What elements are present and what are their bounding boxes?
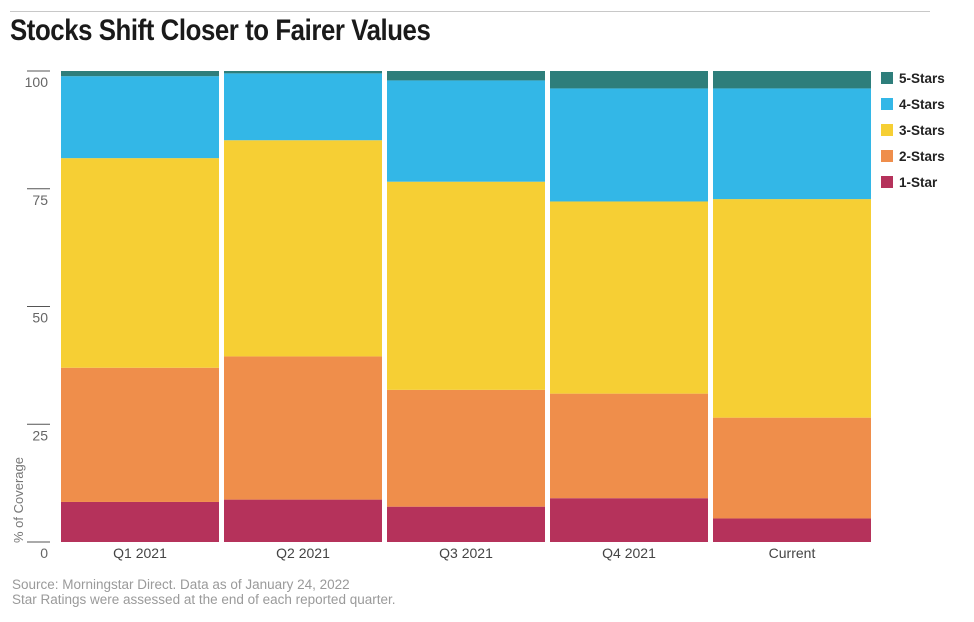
bar-segment-4-stars-q4-2021 — [550, 88, 708, 202]
legend-label-3-stars: 3-Stars — [899, 123, 945, 138]
bar-segment-4-stars-q3-2021 — [387, 80, 545, 182]
chart-title: Stocks Shift Closer to Fairer Values — [10, 14, 431, 47]
y-tick-label-75: 75 — [32, 192, 48, 208]
y-tick-label-50: 50 — [32, 310, 48, 326]
bar-segment-2-stars-q3-2021 — [387, 389, 545, 507]
bar-segment-1-star-q3-2021 — [387, 506, 545, 542]
legend-swatch-4-stars — [881, 98, 893, 110]
bar-segment-4-stars-q2-2021 — [224, 73, 382, 141]
legend: 5-Stars 4-Stars 3-Stars 2-Stars 1-Star — [881, 71, 945, 190]
bar-segment-5-stars-q1-2021 — [61, 71, 219, 77]
bar-segment-5-stars-q2-2021 — [224, 71, 382, 74]
x-axis: Q1 2021 Q2 2021 Q3 2021 Q4 2021 Current — [113, 545, 815, 561]
legend-swatch-5-stars — [881, 72, 893, 84]
bar-segment-2-stars-q1-2021 — [61, 367, 219, 502]
legend-label-5-stars: 5-Stars — [899, 71, 945, 86]
ratings-note: Star Ratings were assessed at the end of… — [12, 592, 396, 607]
x-tick-label-q1-2021: Q1 2021 — [113, 545, 167, 561]
bar-segment-5-stars-current — [713, 71, 871, 89]
source-line: Source: Morningstar Direct. Data as of J… — [12, 577, 350, 592]
bar-segment-3-stars-q3-2021 — [387, 181, 545, 390]
x-tick-label-current: Current — [769, 545, 816, 561]
source-note: Source: Morningstar Direct. Data as of J… — [12, 577, 395, 607]
bar-segment-3-stars-q1-2021 — [61, 158, 219, 368]
y-axis: 0 25 50 75 100 — [25, 70, 50, 561]
legend-swatch-2-stars — [881, 150, 893, 162]
bar-segment-4-stars-current — [713, 88, 871, 200]
bar-segment-3-stars-current — [713, 199, 871, 418]
bars — [61, 71, 871, 542]
legend-swatch-3-stars — [881, 124, 893, 136]
bar-segment-3-stars-q4-2021 — [550, 201, 708, 394]
y-axis-label: % of Coverage — [11, 457, 26, 543]
legend-label-2-stars: 2-Stars — [899, 149, 945, 164]
y-tick-label-0: 0 — [40, 545, 48, 561]
legend-label-4-stars: 4-Stars — [899, 97, 945, 112]
bar-segment-3-stars-q2-2021 — [224, 140, 382, 357]
legend-label-1-star: 1-Star — [899, 175, 938, 190]
bar-segment-5-stars-q3-2021 — [387, 71, 545, 81]
legend-swatch-1-star — [881, 176, 893, 188]
bar-segment-2-stars-q2-2021 — [224, 356, 382, 500]
x-tick-label-q4-2021: Q4 2021 — [602, 545, 656, 561]
bar-segment-4-stars-q1-2021 — [61, 76, 219, 159]
y-tick-label-100: 100 — [25, 74, 49, 90]
bar-segment-1-star-current — [713, 518, 871, 542]
bar-segment-1-star-q2-2021 — [224, 499, 382, 542]
y-tick-label-25: 25 — [32, 427, 48, 443]
x-tick-label-q2-2021: Q2 2021 — [276, 545, 330, 561]
bar-segment-2-stars-q4-2021 — [550, 393, 708, 499]
bar-segment-5-stars-q4-2021 — [550, 71, 708, 89]
top-rule — [10, 11, 930, 12]
bar-segment-2-stars-current — [713, 417, 871, 519]
bar-segment-1-star-q4-2021 — [550, 498, 708, 542]
x-tick-label-q3-2021: Q3 2021 — [439, 545, 493, 561]
bar-segment-1-star-q1-2021 — [61, 501, 219, 542]
